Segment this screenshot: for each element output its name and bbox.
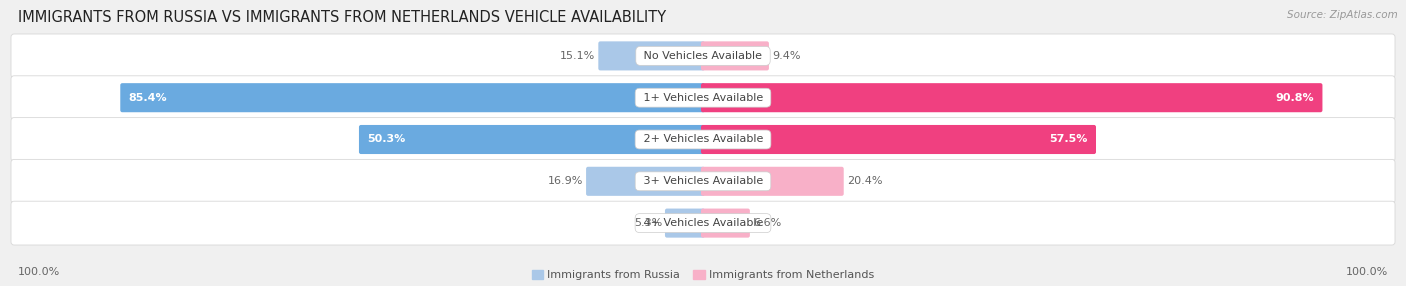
FancyBboxPatch shape: [586, 167, 704, 196]
FancyBboxPatch shape: [11, 34, 1395, 78]
Text: IMMIGRANTS FROM RUSSIA VS IMMIGRANTS FROM NETHERLANDS VEHICLE AVAILABILITY: IMMIGRANTS FROM RUSSIA VS IMMIGRANTS FRO…: [18, 10, 666, 25]
Text: 16.9%: 16.9%: [548, 176, 583, 186]
FancyBboxPatch shape: [11, 159, 1395, 203]
FancyBboxPatch shape: [702, 167, 844, 196]
Text: 5.3%: 5.3%: [634, 218, 662, 228]
Text: 3+ Vehicles Available: 3+ Vehicles Available: [640, 176, 766, 186]
FancyBboxPatch shape: [359, 125, 704, 154]
FancyBboxPatch shape: [11, 201, 1395, 245]
Text: 57.5%: 57.5%: [1050, 134, 1088, 144]
Text: 100.0%: 100.0%: [1346, 267, 1388, 277]
FancyBboxPatch shape: [11, 76, 1395, 120]
Text: 20.4%: 20.4%: [846, 176, 882, 186]
FancyBboxPatch shape: [11, 118, 1395, 161]
FancyBboxPatch shape: [702, 41, 769, 70]
Text: 9.4%: 9.4%: [772, 51, 800, 61]
FancyBboxPatch shape: [121, 83, 704, 112]
FancyBboxPatch shape: [702, 83, 1323, 112]
Text: 15.1%: 15.1%: [560, 51, 595, 61]
FancyBboxPatch shape: [665, 208, 704, 238]
Text: Source: ZipAtlas.com: Source: ZipAtlas.com: [1288, 10, 1398, 20]
FancyBboxPatch shape: [702, 208, 749, 238]
Text: No Vehicles Available: No Vehicles Available: [640, 51, 766, 61]
Text: 4+ Vehicles Available: 4+ Vehicles Available: [640, 218, 766, 228]
Text: 6.6%: 6.6%: [752, 218, 782, 228]
Text: 100.0%: 100.0%: [18, 267, 60, 277]
Text: 90.8%: 90.8%: [1275, 93, 1315, 103]
FancyBboxPatch shape: [599, 41, 704, 70]
FancyBboxPatch shape: [702, 125, 1097, 154]
Legend: Immigrants from Russia, Immigrants from Netherlands: Immigrants from Russia, Immigrants from …: [531, 270, 875, 281]
Text: 85.4%: 85.4%: [128, 93, 167, 103]
Text: 50.3%: 50.3%: [367, 134, 405, 144]
Text: 2+ Vehicles Available: 2+ Vehicles Available: [640, 134, 766, 144]
Text: 1+ Vehicles Available: 1+ Vehicles Available: [640, 93, 766, 103]
